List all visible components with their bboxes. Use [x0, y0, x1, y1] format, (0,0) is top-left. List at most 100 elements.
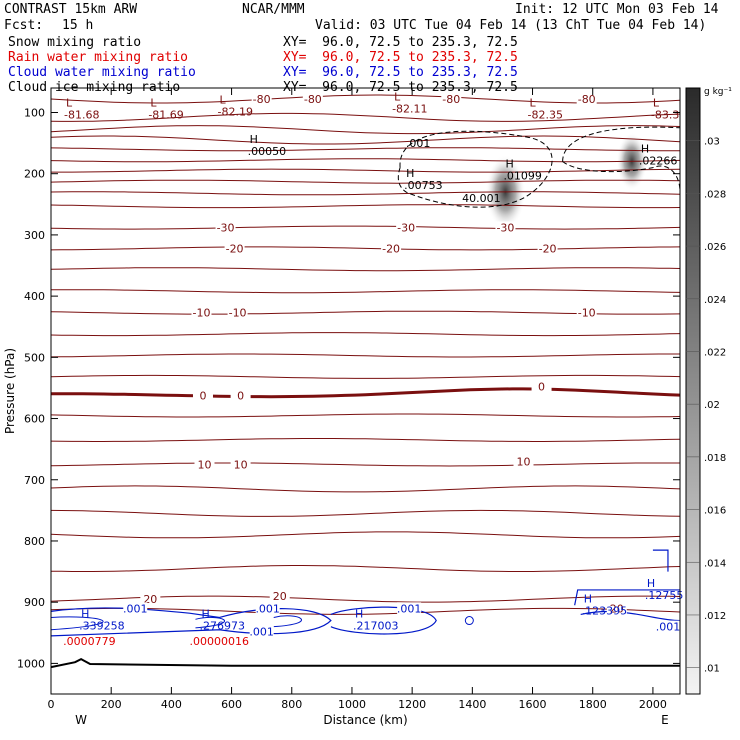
extremum-value-0: -81.68 — [64, 108, 99, 121]
temperature-label-14: 0 — [237, 389, 244, 402]
cloud-water-contour-3 — [195, 616, 225, 629]
temperature-contour-19 — [50, 413, 681, 418]
x-tick-label-6: 1200 — [398, 698, 426, 711]
temperature-label-bg-8 — [381, 242, 402, 255]
extremum-value-11: .123395 — [582, 604, 628, 617]
temperature-contour-22 — [50, 485, 681, 493]
rain-value-0: .0000779 — [63, 635, 116, 648]
cloud-ice-contours — [397, 126, 681, 208]
temperature-label-bg-17 — [230, 458, 251, 471]
y-tick-label-2: 300 — [24, 229, 45, 242]
extremum-marker-13: H — [201, 608, 209, 621]
colorbar-label-4: .018 — [704, 453, 726, 464]
extremum-value-7: .01099 — [503, 170, 541, 183]
temperature-contour-3 — [50, 135, 681, 145]
temperature-contour-4 — [50, 147, 680, 152]
extremum-marker-3: L — [394, 90, 401, 103]
extremum-value-9: .02266 — [639, 154, 678, 167]
extremum-value-8: .00753 — [404, 179, 443, 192]
temperature-label-6: -30 — [496, 222, 514, 235]
temperature-contour-12 — [50, 267, 681, 272]
extremum-value-2: -82.19 — [218, 105, 253, 118]
temperature-label-bg-15 — [531, 380, 552, 393]
temperature-label-bg-12 — [576, 306, 597, 319]
model-title: CONTRAST 15km ARW — [4, 2, 138, 17]
temperature-label-bg-18 — [513, 455, 534, 468]
x-tick-label-7: 1400 — [458, 698, 486, 711]
temperature-label-bg-14 — [230, 389, 251, 402]
terrain-surface — [50, 657, 680, 669]
x-tick-label-3: 600 — [221, 698, 242, 711]
temperature-contour-6 — [51, 168, 681, 173]
field-cloudwater-xy: XY= 96.0, 72.5 to 235.3, 72.5 — [283, 65, 518, 80]
org-label: NCAR/MMM — [242, 2, 305, 17]
surface-line — [50, 657, 680, 669]
y-tick-label-5: 600 — [24, 413, 45, 426]
extremum-value-14: .217003 — [353, 620, 399, 633]
plot-frame — [50, 87, 681, 695]
temperature-label-bg-0 — [251, 93, 272, 106]
colorbar: .01 .012 .014 .016 .018 .02 .022 .024 .026 .028 .0… — [685, 87, 732, 695]
colorbar-label-7: .024 — [704, 295, 726, 306]
init-time: Init: 12 UTC Mon 03 Feb 14 — [515, 2, 719, 17]
cloud-water-label-bg-2 — [249, 625, 274, 638]
cloud-water-contour-2 — [50, 616, 104, 631]
temperature-contour-17 — [50, 374, 681, 379]
cloud-water-contour-1 — [330, 606, 437, 635]
x-tick-label-0: 0 — [48, 698, 55, 711]
field-rain-xy: XY= 96.0, 72.5 to 235.3, 72.5 — [283, 50, 518, 65]
extremum-marker-7: H — [505, 158, 513, 171]
cloud-water-label-0: .001 — [123, 602, 148, 615]
cloud-ice-contour-1 — [562, 126, 681, 193]
temperature-label-17: 10 — [234, 458, 248, 471]
contour-labels: -80 -80 -80 -80 -30 -30 -30 -20 -20 -20 -10 -10 -10 0… — [63, 90, 683, 648]
temperature-label-18: 10 — [517, 455, 531, 468]
temperature-label-20: 20 — [273, 590, 287, 603]
temperature-label-1: -80 — [304, 93, 322, 106]
field-snow-name: Snow mixing ratio — [8, 35, 142, 50]
colorbar-units: g kg⁻¹ — [704, 87, 732, 97]
y-tick-label-4: 500 — [24, 351, 45, 364]
temperature-contour-1 — [50, 112, 681, 122]
temperature-label-bg-2 — [441, 93, 462, 106]
temperature-contour-20 — [50, 438, 681, 442]
extremum-marker-0: L — [66, 96, 73, 109]
temperature-label-bg-13 — [192, 389, 213, 402]
colorbar-label-0: .01 — [704, 664, 720, 675]
temperature-contour-15 — [50, 332, 681, 337]
extremum-marker-1: L — [150, 96, 157, 109]
temperature-label-2: -80 — [442, 93, 460, 106]
temperature-label-bg-10 — [191, 306, 212, 319]
temperature-label-5: -30 — [397, 222, 415, 235]
cloud-water-label-bg-1 — [255, 602, 280, 615]
cloud-water-label-3: .001 — [397, 602, 422, 615]
temperature-contour-13 — [51, 289, 681, 294]
temperature-contour-2 — [50, 125, 681, 135]
extremum-marker-12: H — [81, 608, 89, 621]
extremum-value-12: .339258 — [79, 620, 125, 633]
y-tick-label-8: 900 — [24, 596, 45, 609]
extremum-marker-6: H — [250, 133, 258, 146]
x-tick-label-5: 1000 — [338, 698, 366, 711]
temperature-label-bg-7 — [224, 242, 245, 255]
temperature-label-bg-9 — [537, 242, 558, 255]
cloud-ice-label-1: 40.001 — [462, 192, 501, 205]
field-snow-xy: XY= 96.0, 72.5 to 235.3, 72.5 — [283, 35, 518, 50]
colorbar-bar — [685, 87, 701, 695]
temperature-contour-18 — [51, 387, 681, 399]
y-tick-label-1: 200 — [24, 168, 45, 181]
temperature-label-4: -30 — [217, 222, 235, 235]
cloud-water-label-bg-3 — [397, 602, 422, 615]
colorbar-label-2: .014 — [704, 558, 726, 569]
colorbar-label-1: .012 — [704, 611, 726, 622]
cloud-water-contour-5 — [464, 616, 474, 626]
temperature-contours — [50, 94, 681, 615]
cloud-water-contour-4 — [273, 615, 302, 628]
x-tick-label-4: 800 — [281, 698, 302, 711]
cloud-water-contour-6 — [574, 549, 681, 622]
y-tick-label-7: 800 — [24, 535, 45, 548]
temperature-contour-27 — [50, 607, 681, 615]
temperature-contour-0 — [50, 94, 681, 104]
extremum-marker-14: H — [355, 608, 363, 621]
